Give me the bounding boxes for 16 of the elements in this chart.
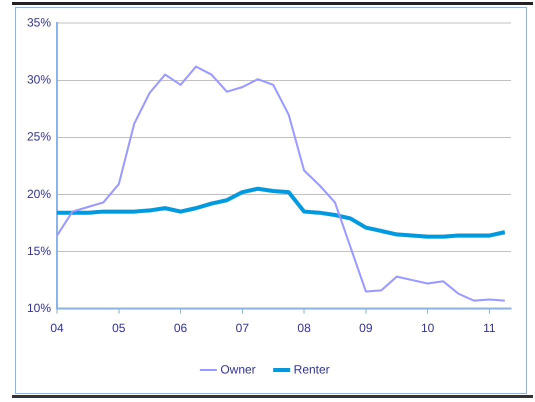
y-tick-label: 25% bbox=[26, 130, 52, 144]
x-tick-label: 10 bbox=[420, 321, 435, 336]
y-tick-label: 30% bbox=[26, 72, 52, 87]
x-tick-label: 07 bbox=[236, 321, 250, 336]
y-tick-label: 10% bbox=[26, 300, 52, 315]
x-tick-label: 09 bbox=[359, 321, 373, 336]
x-tick-label: 05 bbox=[112, 321, 126, 336]
x-tick-label: 04 bbox=[50, 321, 64, 336]
x-tick-label: 06 bbox=[174, 321, 188, 336]
y-tick-label: 15% bbox=[26, 244, 52, 258]
y-tick-label: 35% bbox=[26, 16, 52, 30]
legend-label: Owner bbox=[220, 362, 256, 376]
y-tick-label: 20% bbox=[26, 186, 52, 201]
x-tick-label: 08 bbox=[297, 321, 312, 336]
x-tick-label: 11 bbox=[483, 321, 496, 336]
legend-label: Renter bbox=[294, 362, 330, 376]
